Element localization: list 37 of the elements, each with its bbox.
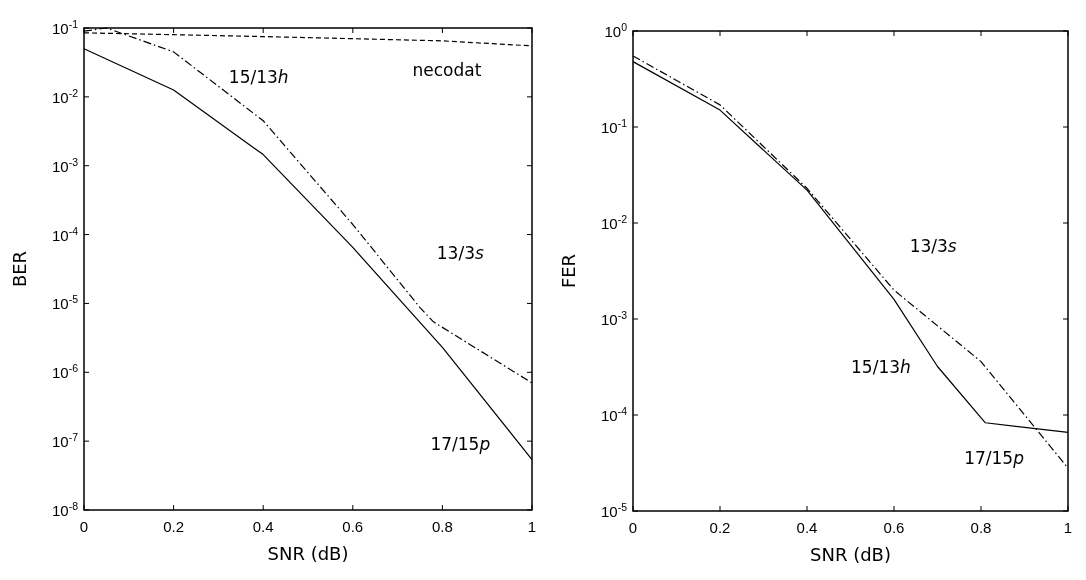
x-tick-label: 0.4 [252,518,274,535]
x-tick-label: 1 [1063,519,1073,536]
y-axis-title: BER [9,250,30,288]
annotation: 13/3s [909,236,957,257]
x-axis-title: SNR (dB) [810,544,891,565]
x-tick-label: 0 [628,519,638,536]
x-tick-label: 1 [527,518,537,535]
y-tick-label: 10$^{-3}$ [600,309,628,328]
annotation: 15/13h [851,357,911,377]
y-tick-label: 10$^{-5}$ [600,501,628,520]
annotation: 13/3s [436,243,484,264]
x-tick-label: 0 [79,518,89,535]
x-tick-label: 0.6 [342,518,364,535]
x-tick-label: 0.2 [709,519,731,536]
y-tick-label: 10$^{-8}$ [51,500,79,519]
annotation: 15/13h [228,67,289,88]
y-tick-label: 10$^{-1}$ [600,117,628,136]
annotation: 17/15p [430,434,491,455]
y-tick-label: 10$^{-5}$ [51,293,79,313]
y-tick-label: 10$^{-1}$ [51,18,79,37]
x-tick-label: 0.6 [883,519,905,536]
x-tick-label: 0.4 [796,519,818,536]
y-tick-label: 10$^{-3}$ [51,155,79,175]
y-tick-label: 10$^{-6}$ [51,362,79,382]
annotation: 17/15p [964,448,1025,469]
y-tick-label: 10$^{-4}$ [600,405,628,424]
x-tick-label: 0.8 [431,518,453,535]
x-axis-title: SNR (dB) [267,543,349,564]
x-tick-label: 0.2 [163,518,185,535]
y-tick-label: 10$^{-2}$ [600,213,628,232]
y-tick-label: 10$^{0}$ [604,21,628,40]
y-tick-label: 10$^{-7}$ [51,431,79,451]
x-tick-label: 0.8 [970,519,992,536]
annotation: necodat [412,59,482,80]
y-axis-title: FER [558,253,579,289]
y-tick-label: 10$^{-2}$ [51,86,79,106]
y-tick-label: 10$^{-4}$ [51,224,79,244]
